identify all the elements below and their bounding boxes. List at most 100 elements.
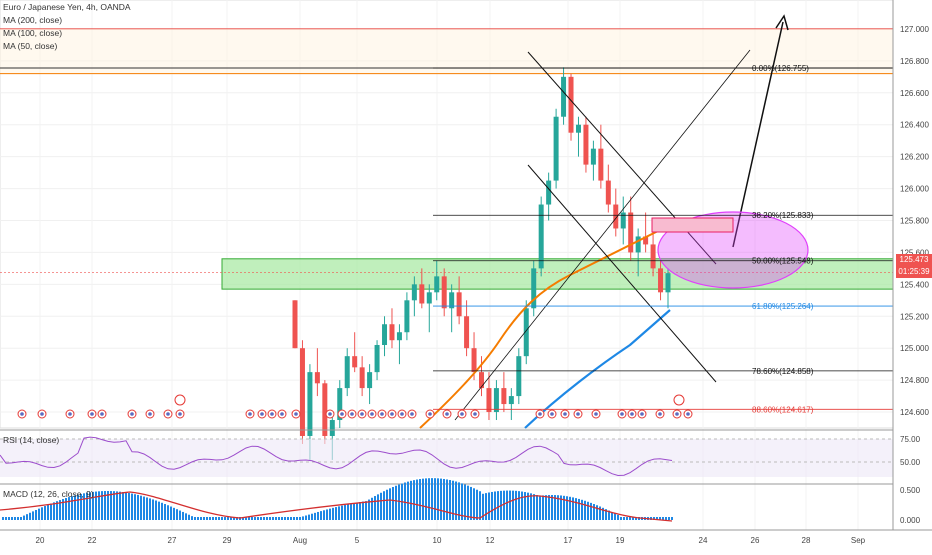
candle-body: [449, 292, 455, 309]
event-dot: [410, 412, 414, 416]
macd-bar: [11, 517, 13, 520]
candle-body: [382, 324, 388, 345]
y-tick-label: 125.400: [900, 280, 929, 289]
rsi-label[interactable]: RSI (14, close): [3, 435, 60, 445]
candle-body: [344, 356, 350, 389]
candle-body: [479, 372, 484, 389]
y-tick-label: 125.200: [900, 312, 929, 321]
macd-bar: [158, 501, 160, 520]
macd-bar: [215, 517, 217, 520]
macd-bar: [164, 504, 166, 520]
candle-body: [575, 124, 581, 133]
y-tick-label: 125.800: [900, 216, 929, 225]
macd-bar: [491, 491, 493, 520]
macd-bar: [587, 501, 589, 520]
event-dot: [538, 412, 542, 416]
macd-bar: [35, 509, 37, 520]
macd-bar: [110, 491, 112, 520]
macd-bar: [347, 504, 349, 520]
event-dot: [686, 412, 690, 416]
macd-bar: [32, 511, 34, 520]
candle-body: [367, 372, 373, 389]
x-tick-label: Aug: [293, 536, 307, 545]
macd-bar: [563, 495, 565, 520]
event-dot: [658, 412, 662, 416]
event-dot: [390, 412, 394, 416]
x-tick-label: 29: [223, 536, 232, 545]
macd-bar: [536, 495, 538, 520]
candle-body: [598, 148, 604, 181]
fib-label: 50.00%(125.548): [752, 257, 814, 266]
x-tick-label: 19: [616, 536, 625, 545]
macd-bar: [23, 515, 25, 520]
x-tick-label: 20: [36, 536, 45, 545]
candle-body: [538, 204, 544, 269]
chart-title: Euro / Japanese Yen, 4h, OANDA: [3, 2, 131, 12]
y-tick-label: 124.800: [900, 376, 929, 385]
legend-ma200[interactable]: MA (200, close): [3, 15, 63, 25]
macd-bar: [452, 480, 454, 520]
macd-bar: [629, 517, 631, 520]
macd-bar: [170, 506, 172, 520]
candle-body: [441, 276, 447, 309]
macd-bar: [74, 495, 76, 520]
macd-bar: [662, 517, 664, 520]
candle-body: [419, 284, 425, 304]
macd-bar: [455, 481, 457, 520]
fib-label: 0.00%(126.755): [752, 64, 809, 73]
macd-bar: [371, 497, 373, 520]
macd-bar: [104, 491, 106, 520]
macd-bar: [53, 502, 55, 520]
y-tick-label: 126.400: [900, 121, 929, 130]
macd-bar: [113, 491, 115, 520]
legend-ma50[interactable]: MA (50, close): [3, 41, 58, 51]
event-dot: [640, 412, 644, 416]
macd-bar: [320, 511, 322, 520]
event-dot: [675, 412, 679, 416]
macd-bar: [575, 498, 577, 520]
macd-bar: [38, 508, 40, 520]
candle-body: [307, 372, 313, 436]
event-dot: [428, 412, 432, 416]
macd-label[interactable]: MACD (12, 26, close, 9): [3, 489, 94, 499]
fib-label: 78.60%(124.858): [752, 367, 814, 376]
macd-bar: [299, 517, 301, 520]
candle-body: [628, 212, 634, 253]
candle-body: [337, 388, 343, 421]
macd-bar: [161, 502, 163, 520]
macd-bar: [236, 517, 238, 520]
event-dot: [370, 412, 374, 416]
macd-bar: [335, 507, 337, 520]
macd-bar: [227, 517, 229, 520]
macd-bar: [152, 499, 154, 520]
candle-body: [299, 348, 305, 436]
macd-bar: [428, 478, 430, 520]
macd-bar: [101, 491, 103, 520]
candle-body: [620, 212, 626, 229]
macd-bar: [200, 517, 202, 520]
candle-body: [389, 324, 395, 341]
macd-bar: [296, 517, 298, 520]
candle-body: [523, 308, 529, 357]
macd-bar: [509, 490, 511, 520]
macd-bar: [221, 517, 223, 520]
macd-bar: [494, 491, 496, 520]
macd-bar: [665, 517, 667, 520]
macd-bar: [71, 496, 73, 520]
legend-ma100[interactable]: MA (100, close): [3, 28, 63, 38]
event-dot: [294, 412, 298, 416]
x-tick-label: 17: [564, 536, 573, 545]
macd-bar: [77, 494, 79, 520]
macd-bar: [338, 506, 340, 520]
rsi-band: [0, 439, 893, 477]
macd-bar: [140, 495, 142, 520]
candle-body: [650, 244, 656, 269]
candle-body: [456, 292, 462, 317]
macd-bar: [608, 510, 610, 520]
macd-bar: [29, 512, 31, 520]
order-block: [651, 217, 734, 233]
macd-bar: [389, 488, 391, 520]
event-dot: [148, 412, 152, 416]
